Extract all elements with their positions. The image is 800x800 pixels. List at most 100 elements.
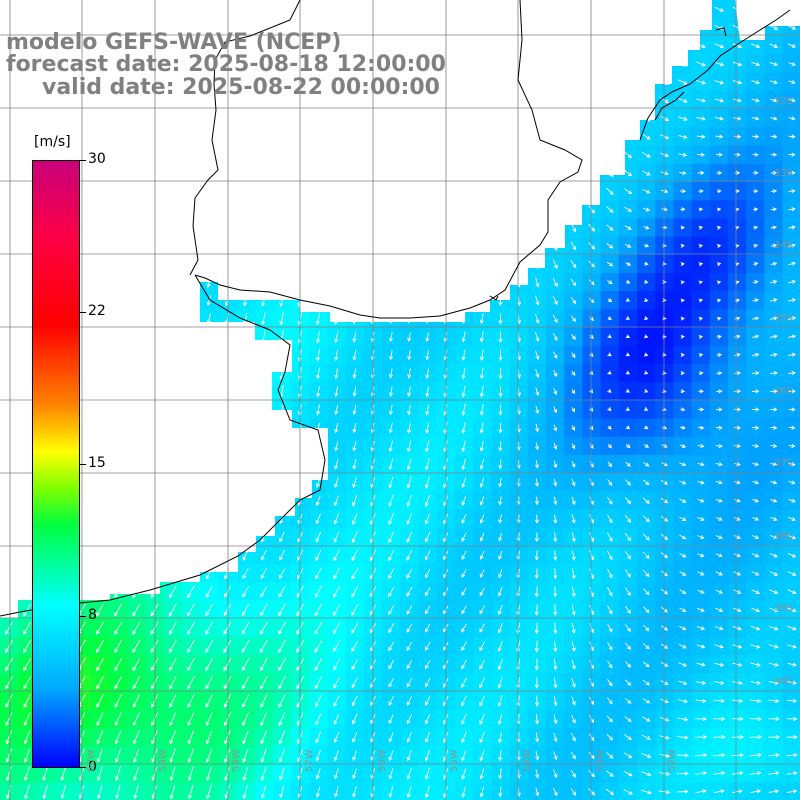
wind-arrow xyxy=(642,716,651,722)
wind-arrow xyxy=(716,207,722,212)
wind-arrow xyxy=(169,657,177,672)
wind-arrow xyxy=(132,712,140,727)
wind-arrow xyxy=(678,152,688,157)
wind-arrow xyxy=(351,677,358,689)
wind-arrow xyxy=(571,568,576,580)
wind-arrow xyxy=(680,243,685,248)
wind-arrow xyxy=(625,352,631,357)
lat-label: 37S xyxy=(774,458,794,469)
wind-arrow xyxy=(388,786,394,799)
wind-arrow xyxy=(424,659,431,670)
wind-arrow xyxy=(315,713,322,726)
wind-arrow xyxy=(553,640,558,653)
wind-arrow xyxy=(534,496,540,506)
lon-label: 54W xyxy=(522,749,533,772)
wind-arrow xyxy=(407,368,412,379)
wind-arrow xyxy=(352,786,357,798)
wind-arrow xyxy=(479,496,485,506)
wind-arrow xyxy=(187,712,195,727)
wind-arrow xyxy=(132,639,141,654)
wind-arrow xyxy=(571,443,576,450)
wind-arrow xyxy=(695,789,707,794)
wind-arrow xyxy=(388,458,394,471)
wind-arrow xyxy=(733,571,742,576)
wind-arrow xyxy=(713,734,726,740)
wind-arrow xyxy=(461,786,467,798)
wind-arrow xyxy=(242,712,250,727)
wind-arrow xyxy=(461,367,466,380)
wind-arrow xyxy=(334,349,339,362)
wind-arrow xyxy=(698,316,704,321)
wind-arrow xyxy=(571,622,576,634)
wind-arrow xyxy=(461,569,467,579)
wind-arrow xyxy=(535,787,540,797)
wind-arrow xyxy=(424,767,430,780)
wind-arrow xyxy=(644,425,649,430)
wind-arrow xyxy=(570,296,577,305)
wind-arrow xyxy=(498,422,503,434)
wind-arrow xyxy=(770,261,778,266)
wind-arrow xyxy=(461,695,467,707)
wind-arrow xyxy=(753,243,759,248)
wind-arrow xyxy=(552,277,558,288)
wind-arrow xyxy=(715,571,723,576)
wind-arrow xyxy=(589,514,595,524)
wind-arrow xyxy=(624,716,632,722)
wind-arrow xyxy=(715,462,723,467)
wind-arrow xyxy=(716,189,722,194)
wind-arrow xyxy=(571,586,576,598)
wind-arrow xyxy=(698,389,704,394)
wind-arrow xyxy=(570,315,576,323)
wind-arrow xyxy=(695,698,707,704)
wind-arrow xyxy=(697,535,705,540)
wind-arrow xyxy=(424,568,431,579)
wind-arrow xyxy=(625,624,631,632)
wind-arrow xyxy=(333,622,341,635)
wind-arrow xyxy=(205,621,214,635)
wind-arrow xyxy=(169,730,176,745)
wind-arrow xyxy=(606,205,614,213)
wind-arrow xyxy=(787,316,797,321)
wind-arrow xyxy=(424,550,431,561)
wind-arrow xyxy=(714,6,724,12)
wind-arrow xyxy=(224,730,231,745)
wind-arrow xyxy=(607,679,613,687)
wind-arrow xyxy=(461,403,466,416)
wind-arrow xyxy=(424,587,431,597)
wind-arrow xyxy=(497,659,503,671)
field-cell xyxy=(600,782,620,800)
wind-arrow xyxy=(388,732,394,743)
coast-line xyxy=(0,274,326,617)
wind-arrow xyxy=(241,657,250,672)
wind-arrow xyxy=(5,639,13,654)
coast-line xyxy=(639,9,791,141)
wind-arrow xyxy=(535,332,540,342)
wind-arrow xyxy=(314,621,323,635)
wind-arrow xyxy=(787,298,797,303)
wind-arrow xyxy=(260,657,268,672)
wind-arrow xyxy=(260,550,267,561)
wind-arrow xyxy=(770,516,778,521)
wind-arrow xyxy=(406,678,413,688)
wind-arrow xyxy=(679,480,687,485)
wind-arrow xyxy=(750,625,761,631)
wind-arrow xyxy=(168,603,177,617)
wind-arrow xyxy=(751,389,760,394)
wind-arrow xyxy=(732,644,743,649)
wind-arrow xyxy=(698,207,704,212)
wind-arrow xyxy=(679,189,687,194)
wind-arrow xyxy=(697,571,705,576)
wind-arrow xyxy=(624,188,633,195)
wind-arrow xyxy=(479,641,486,652)
wind-arrow xyxy=(278,603,286,617)
wind-arrow xyxy=(751,589,760,594)
wind-arrow xyxy=(406,550,413,561)
wind-arrow xyxy=(589,660,595,670)
wind-arrow xyxy=(388,332,393,343)
wind-arrow xyxy=(553,604,558,616)
wind-arrow xyxy=(516,478,521,488)
wind-arrow xyxy=(498,496,503,506)
wind-arrow xyxy=(479,349,484,362)
wind-arrow xyxy=(750,698,762,704)
wind-arrow xyxy=(696,662,706,667)
